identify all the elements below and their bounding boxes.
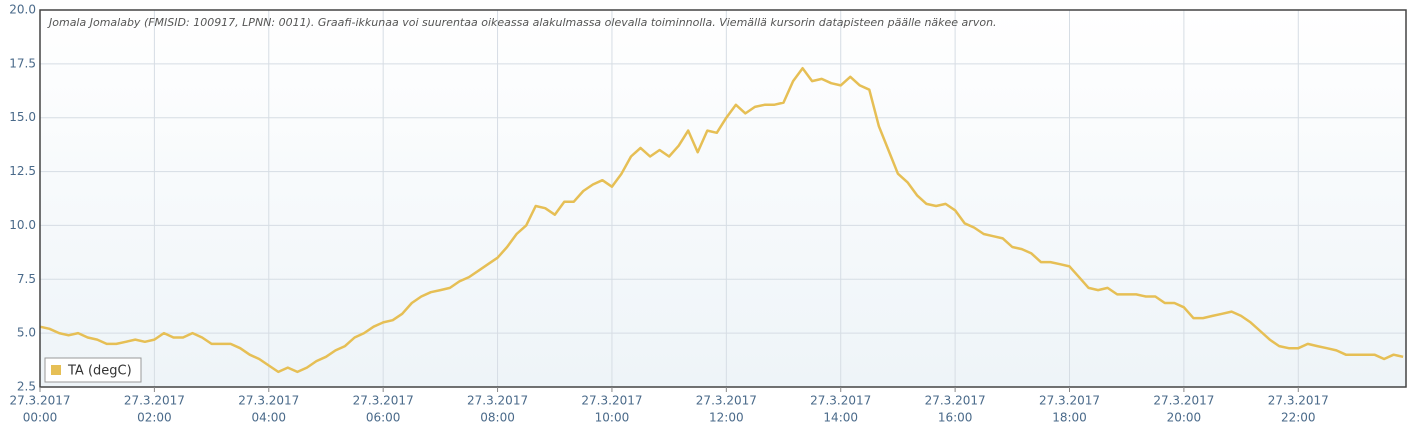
- plot-border: [39, 9, 1407, 388]
- y-tick-label: 12.5: [9, 164, 36, 178]
- x-tick-date: 27.3.2017: [925, 394, 986, 408]
- x-tick-label: 16:00: [938, 411, 973, 425]
- x-tick-label: 22:00: [1281, 411, 1316, 425]
- x-tick-label: 02:00: [137, 411, 172, 425]
- x-tick-label: 10:00: [595, 411, 630, 425]
- x-tick-label: 12:00: [709, 411, 744, 425]
- x-tick-label: 00:00: [23, 411, 58, 425]
- y-tick-label: 7.5: [17, 272, 36, 286]
- x-tick-date: 27.3.2017: [467, 394, 528, 408]
- y-tick-label: 5.0: [17, 326, 36, 340]
- x-tick-label: 20:00: [1167, 411, 1202, 425]
- y-tick-label: 17.5: [9, 56, 36, 70]
- lines: [39, 66, 1404, 374]
- x-tick-date: 27.3.2017: [124, 394, 185, 408]
- x-tick-date: 27.3.2017: [238, 394, 299, 408]
- data-line: [39, 66, 1404, 374]
- legend-swatch: [51, 365, 61, 375]
- subtitle: Jomala Jomalaby (FMISID: 100917, LPNN: 0…: [47, 16, 997, 29]
- x-tick-date: 27.3.2017: [353, 394, 414, 408]
- x-tick-label: 14:00: [823, 411, 858, 425]
- x-tick-label: 06:00: [366, 411, 401, 425]
- x-tick-date: 27.3.2017: [9, 394, 70, 408]
- legend-label: TA (degC): [67, 364, 132, 379]
- x-tick-date: 27.3.2017: [696, 394, 757, 408]
- x-tick-date: 27.3.2017: [1039, 394, 1100, 408]
- x-tick-date: 27.3.2017: [1153, 394, 1214, 408]
- y-tick-label: 2.5: [17, 380, 36, 394]
- x-tick-date: 27.3.2017: [1268, 394, 1329, 408]
- y-tick-label: 10.0: [9, 218, 36, 232]
- y-tick-label: 20.0: [9, 3, 36, 17]
- x-tick-date: 27.3.2017: [810, 394, 871, 408]
- x-tick-label: 04:00: [251, 411, 286, 425]
- legend[interactable]: TA (degC): [44, 357, 142, 383]
- grid: [39, 9, 1406, 388]
- y-tick-label: 15.0: [9, 110, 36, 124]
- x-tick-label: 08:00: [480, 411, 515, 425]
- x-tick-label: 18:00: [1052, 411, 1087, 425]
- plot-area: [40, 10, 1406, 387]
- x-tick-date: 27.3.2017: [581, 394, 642, 408]
